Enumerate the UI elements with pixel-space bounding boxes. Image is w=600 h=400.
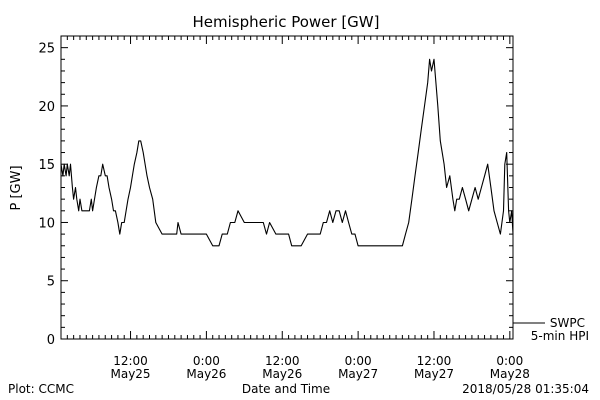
y-axis-label: P [GW] — [9, 165, 24, 210]
x-tick-label-date: May27 — [338, 367, 378, 381]
legend-swpc: SWPC — [550, 316, 585, 330]
x-tick-label-date: May27 — [414, 367, 454, 381]
x-tick-label-date: May28 — [490, 367, 530, 381]
y-tick-label: 20 — [38, 100, 55, 115]
x-tick-label-time: 12:00 — [113, 354, 148, 368]
legend-hpi: 5-min HPI — [531, 329, 589, 343]
y-tick-label: 0 — [47, 333, 55, 348]
x-axis: 12:00May250:00May2612:00May260:00May2712… — [60, 36, 530, 381]
x-tick-label-time: 12:00 — [417, 354, 452, 368]
y-tick-label: 25 — [38, 42, 55, 57]
x-tick-label-time: 0:00 — [345, 354, 372, 368]
x-tick-label-time: 12:00 — [265, 354, 300, 368]
x-tick-label-time: 0:00 — [193, 354, 220, 368]
x-tick-label-date: May26 — [186, 367, 226, 381]
x-tick-label-time: 0:00 — [496, 354, 523, 368]
x-tick-label-date: May26 — [262, 367, 302, 381]
x-tick-label-date: May25 — [110, 367, 150, 381]
series-layer — [60, 58, 514, 247]
y-tick-label: 10 — [38, 216, 55, 231]
plot-timestamp: 2018/05/28 01:35:04 — [462, 382, 589, 396]
y-axis: 0 5 10 15 20 25 — [38, 35, 513, 348]
plot-frame — [60, 35, 514, 340]
x-axis-label: Date and Time — [242, 382, 330, 396]
chart-title: Hemispheric Power [GW] — [193, 13, 380, 31]
legend: SWPC 5-min HPI — [513, 316, 589, 343]
plot-credit: Plot: CCMC — [8, 382, 74, 396]
y-tick-label: 5 — [47, 275, 55, 290]
series-line-swpc — [60, 58, 514, 247]
y-tick-label: 15 — [38, 158, 55, 173]
